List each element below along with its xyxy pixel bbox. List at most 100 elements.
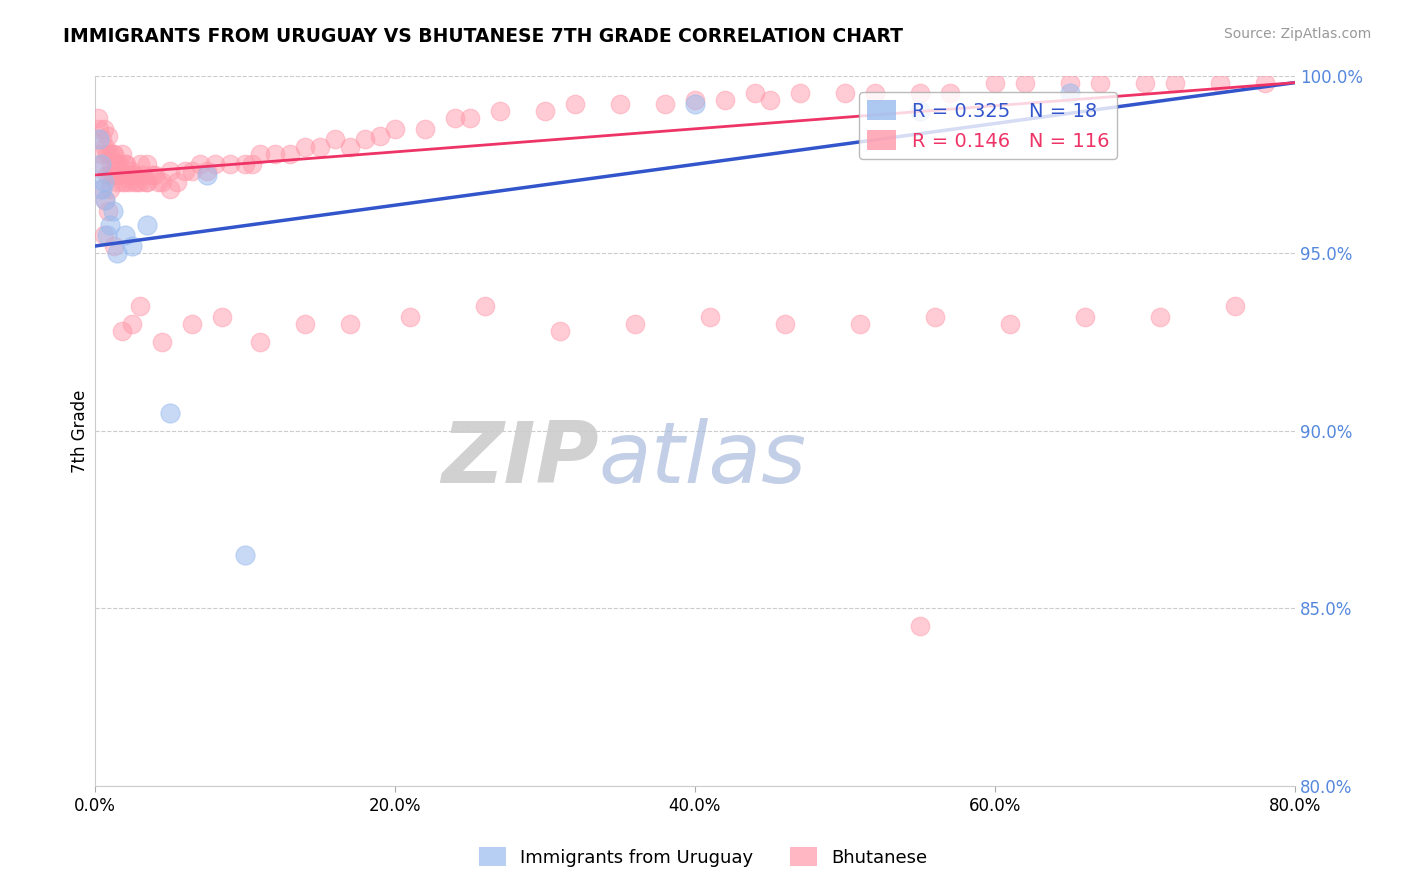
Point: [654, 97, 676, 112]
Point: [294, 139, 316, 153]
Point: [91, 182, 114, 196]
Point: [87, 111, 110, 125]
Point: [173, 164, 195, 178]
Point: [159, 406, 181, 420]
Point: [136, 218, 159, 232]
Point: [101, 168, 124, 182]
Point: [96, 168, 118, 182]
Point: [97, 203, 120, 218]
Point: [773, 317, 796, 331]
Point: [143, 168, 166, 182]
Point: [150, 334, 173, 349]
Point: [249, 334, 271, 349]
Point: [458, 111, 481, 125]
Point: [94, 193, 117, 207]
Point: [1059, 87, 1081, 101]
Point: [683, 97, 706, 112]
Point: [939, 87, 962, 101]
Point: [122, 175, 145, 189]
Point: [683, 94, 706, 108]
Point: [103, 146, 125, 161]
Point: [240, 157, 263, 171]
Point: [218, 157, 240, 171]
Point: [94, 139, 117, 153]
Point: [233, 157, 256, 171]
Point: [834, 87, 856, 101]
Text: Source: ZipAtlas.com: Source: ZipAtlas.com: [1223, 27, 1371, 41]
Point: [93, 175, 115, 189]
Point: [233, 548, 256, 562]
Point: [474, 300, 496, 314]
Point: [353, 132, 375, 146]
Point: [115, 157, 138, 171]
Point: [97, 128, 120, 143]
Point: [195, 168, 218, 182]
Point: [98, 168, 121, 182]
Point: [1209, 76, 1232, 90]
Point: [128, 157, 150, 171]
Point: [120, 164, 142, 178]
Point: [384, 121, 406, 136]
Point: [413, 121, 436, 136]
Point: [105, 246, 128, 260]
Text: IMMIGRANTS FROM URUGUAY VS BHUTANESE 7TH GRADE CORRELATION CHART: IMMIGRANTS FROM URUGUAY VS BHUTANESE 7TH…: [63, 27, 903, 45]
Point: [114, 175, 136, 189]
Point: [98, 182, 121, 196]
Point: [1014, 76, 1036, 90]
Point: [132, 168, 155, 182]
Point: [100, 157, 122, 171]
Point: [609, 97, 631, 112]
Point: [118, 175, 141, 189]
Point: [339, 317, 361, 331]
Point: [146, 175, 169, 189]
Point: [114, 228, 136, 243]
Point: [159, 164, 181, 178]
Point: [159, 182, 181, 196]
Point: [96, 228, 118, 243]
Point: [101, 146, 124, 161]
Point: [368, 128, 391, 143]
Point: [1088, 76, 1111, 90]
Point: [849, 317, 872, 331]
Point: [699, 310, 721, 325]
Point: [107, 157, 129, 171]
Point: [121, 239, 143, 253]
Point: [111, 324, 134, 338]
Legend: R = 0.325   N = 18, R = 0.146   N = 116: R = 0.325 N = 18, R = 0.146 N = 116: [859, 93, 1118, 159]
Point: [278, 146, 301, 161]
Point: [924, 310, 946, 325]
Point: [1254, 76, 1277, 90]
Point: [93, 121, 115, 136]
Point: [121, 168, 143, 182]
Point: [294, 317, 316, 331]
Point: [489, 103, 512, 118]
Point: [789, 87, 811, 101]
Point: [90, 182, 112, 196]
Point: [90, 146, 112, 161]
Point: [96, 146, 118, 161]
Point: [1074, 310, 1097, 325]
Point: [548, 324, 571, 338]
Point: [105, 157, 128, 171]
Point: [89, 132, 111, 146]
Point: [744, 87, 766, 101]
Point: [181, 164, 204, 178]
Point: [93, 228, 115, 243]
Point: [114, 157, 136, 171]
Point: [1149, 310, 1171, 325]
Point: [1164, 76, 1187, 90]
Point: [564, 97, 586, 112]
Point: [263, 146, 285, 161]
Point: [128, 175, 150, 189]
Point: [181, 317, 204, 331]
Point: [998, 317, 1021, 331]
Point: [339, 139, 361, 153]
Point: [188, 157, 211, 171]
Point: [136, 175, 159, 189]
Point: [128, 300, 150, 314]
Point: [110, 168, 132, 182]
Point: [211, 310, 233, 325]
Legend: Immigrants from Uruguay, Bhutanese: Immigrants from Uruguay, Bhutanese: [471, 840, 935, 874]
Point: [1223, 300, 1246, 314]
Point: [135, 175, 157, 189]
